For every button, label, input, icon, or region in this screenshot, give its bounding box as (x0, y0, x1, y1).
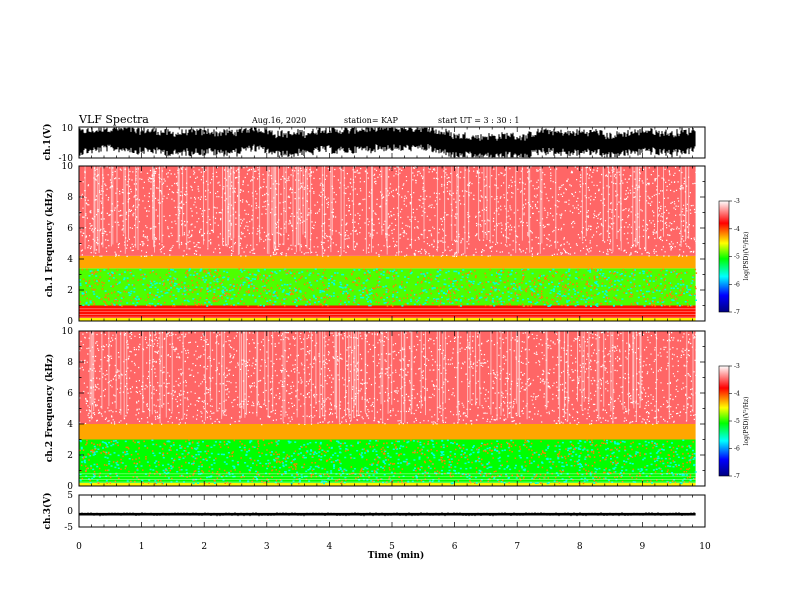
xtick-label: 7 (514, 542, 520, 552)
figure-title: VLF Spectra (78, 113, 149, 126)
ytick-label: 10 (62, 327, 74, 337)
start-time-label: start UT = 3 : 30 : 1 (438, 116, 519, 125)
panel-ch3-waveform: 5 0 -5 ch.3(V) (42, 491, 706, 533)
ytick-label: 2 (67, 451, 73, 461)
xtick-marks (78, 166, 706, 321)
waveform3-bg (79, 495, 705, 527)
ytick-label: 10 (62, 162, 74, 172)
ch1-voltage-axis-label: ch.1(V) (42, 124, 53, 161)
ytick-label: 0 (67, 317, 73, 327)
spec2-ytick-labels: 0 2 4 6 8 10 (62, 327, 74, 492)
colorbar-tick-label: -7 (734, 309, 740, 316)
xtick-label: 5 (389, 542, 395, 552)
spectrogram-streaks (79, 166, 690, 256)
spec2-heatmap (79, 331, 697, 486)
ch2-frequency-axis-label: ch.2 Frequency (kHz) (44, 354, 55, 463)
colorbar-tick-label: -5 (734, 418, 740, 425)
spectrogram-speckle (79, 331, 697, 426)
spectrogram-band (79, 482, 696, 486)
colorbar-ch2: -3 -4 -5 -6 -7 log(PSD)(V²/Hz) (718, 363, 750, 480)
panel-ch2-spectrogram: 0 2 4 6 8 10 ch.2 Frequency (kHz) (44, 327, 706, 492)
figure-header: VLF Spectra Aug.16, 2020 station= KAP st… (78, 113, 519, 126)
colorbar-tick-label: -5 (734, 254, 740, 261)
ytick-marks (79, 165, 705, 322)
spec1-ytick-labels: 0 2 4 6 8 10 (62, 162, 74, 327)
xtick-label: 9 (640, 542, 646, 552)
waveform1-trace (79, 127, 696, 158)
colorbar1-label: log(PSD)(V²/Hz) (743, 232, 750, 281)
ytick-label: 10 (62, 124, 74, 134)
spectrogram-band (79, 424, 696, 440)
xtick-label: 2 (201, 542, 207, 552)
colorbar2-gradient (718, 365, 730, 477)
xtick-marks (78, 331, 706, 486)
ytick-label: 6 (67, 389, 73, 399)
ytick-label: 8 (67, 358, 73, 368)
ytick-label: 8 (67, 193, 73, 203)
xtick-label: 10 (699, 542, 711, 552)
colorbar-ch1: -3 -4 -5 -6 -7 log(PSD)(V²/Hz) (718, 198, 750, 316)
colorbar2-label: log(PSD)(V²/Hz) (743, 397, 750, 446)
colorbar2-ticks: -3 -4 -5 -6 -7 (729, 363, 740, 480)
panel-ch1-waveform: 10 -10 ch.1(V) (42, 124, 706, 164)
ytick-label: -10 (59, 154, 74, 164)
xtick-marks (78, 495, 706, 527)
waveform1-line (79, 127, 696, 158)
xtick-label: 0 (76, 542, 82, 552)
time-axis-ticks: 0 1 2 3 4 5 6 7 8 9 10 (76, 542, 711, 552)
colorbar-tick-label: -6 (734, 446, 740, 453)
ytick-label: 4 (67, 255, 73, 265)
ytick-label: 2 (67, 286, 73, 296)
xtick-label: 1 (139, 542, 145, 552)
spec1-ticks (78, 165, 706, 322)
colorbar1-ticks: -3 -4 -5 -6 -7 (729, 198, 740, 316)
ytick-label: 5 (67, 491, 73, 501)
spectrogram-band (79, 317, 696, 321)
colorbar-tick-label: -4 (734, 226, 740, 233)
spec2-ticks (78, 330, 706, 487)
spectrogram-mottle-green (79, 268, 697, 307)
station-label: station= KAP (344, 116, 399, 125)
xtick-label: 3 (264, 542, 270, 552)
spectrogram-streaks (89, 331, 694, 424)
waveform1-ticks (78, 127, 706, 158)
ytick-label: 6 (67, 224, 73, 234)
spec1-heatmap (79, 166, 698, 321)
ytick-label: 0 (67, 482, 73, 492)
date-label: Aug.16, 2020 (251, 116, 306, 125)
colorbar1-gradient (718, 200, 730, 313)
ch1-frequency-axis-label: ch.1 Frequency (kHz) (44, 189, 55, 298)
colorbar-tick-label: -4 (734, 391, 740, 398)
ytick-label: 0 (67, 507, 73, 517)
colorbar-tick-label: -3 (734, 198, 740, 205)
xtick-label: 8 (577, 542, 583, 552)
colorbar-tick-label: -6 (734, 281, 740, 288)
colorbar-tick-label: -7 (734, 473, 740, 480)
ch3-voltage-axis-label: ch.3(V) (42, 493, 53, 530)
ytick-label: -5 (64, 523, 73, 533)
spectrogram-mottle-red (79, 268, 698, 307)
ytick-marks (79, 330, 705, 487)
colorbar-tick-label: -3 (734, 363, 740, 370)
waveform3-band (79, 512, 696, 516)
ytick-label: 4 (67, 420, 73, 430)
time-axis-label: Time (min) (368, 550, 425, 561)
xtick-label: 6 (452, 542, 458, 552)
spectrogram-band (79, 255, 696, 269)
xtick-label: 4 (327, 542, 333, 552)
xtick-marks (78, 127, 706, 158)
waveform3-ticks (78, 495, 706, 527)
panel-ch1-spectrogram: 0 2 4 6 8 10 ch.1 Frequency (kHz) (44, 162, 706, 327)
